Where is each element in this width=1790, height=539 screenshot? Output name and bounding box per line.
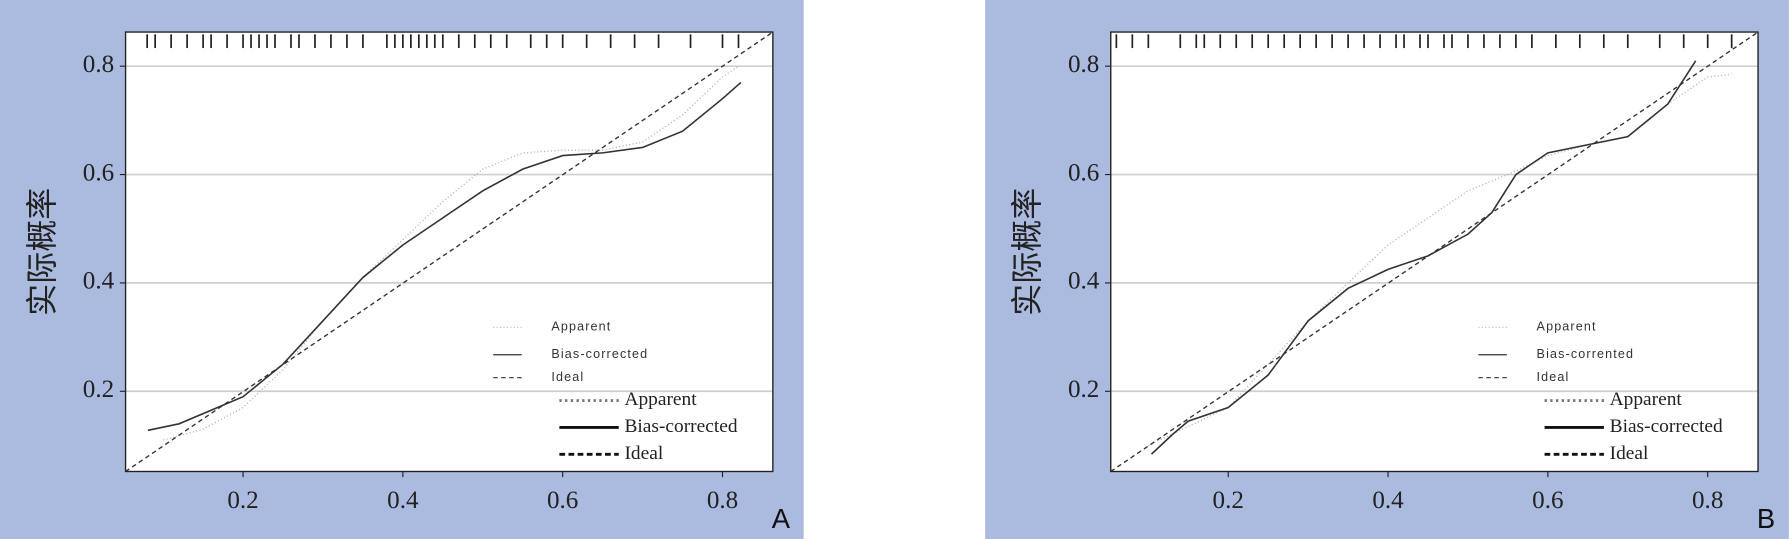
y-tick-label: 0.6: [1068, 159, 1099, 186]
legend-label: Apparent: [1610, 389, 1683, 410]
legend-label: Bias-corrected: [624, 416, 737, 437]
y-axis-label: 实际概率: [1009, 188, 1045, 316]
panel-label: A: [772, 503, 791, 534]
plot-frame: [124, 31, 774, 473]
series-line: [162, 65, 739, 441]
y-tick-label: 0.4: [83, 268, 115, 295]
series-line: [147, 81, 742, 432]
x-tick-label: 0.8: [707, 487, 738, 514]
legend-small-label: Bias-corrented: [1537, 347, 1635, 361]
series-line: [1110, 31, 1759, 473]
legend-label: Bias-corrected: [1610, 416, 1723, 437]
y-tick-label: 0.6: [83, 159, 114, 186]
y-tick-label: 0.2: [1068, 376, 1099, 403]
y-tick-label: 0.4: [1068, 268, 1100, 295]
y-axis-label: 实际概率: [24, 188, 60, 316]
x-tick-label: 0.2: [1213, 487, 1244, 514]
legend-label: Ideal: [1610, 443, 1649, 464]
legend-small-label: Apparent: [551, 320, 611, 334]
x-tick-label: 0.6: [1532, 487, 1563, 514]
x-tick-label: 0.2: [227, 487, 258, 514]
legend-small-label: Bias-corrected: [551, 347, 648, 361]
legend-label: Apparent: [624, 389, 697, 410]
y-tick-label: 0.2: [83, 376, 114, 403]
y-tick-label: 0.8: [83, 51, 114, 78]
legend-small-label: Ideal: [551, 370, 584, 384]
series-line: [125, 31, 774, 473]
x-tick-label: 0.6: [547, 487, 578, 514]
legend-small-label: Apparent: [1537, 320, 1597, 334]
panel-label: B: [1757, 503, 1775, 534]
x-tick-label: 0.4: [387, 487, 419, 514]
legend-small-label: Ideal: [1537, 370, 1570, 384]
plot-frame: [1110, 31, 1759, 473]
y-tick-label: 0.8: [1068, 51, 1099, 78]
x-tick-label: 0.8: [1692, 487, 1723, 514]
series-line: [1150, 60, 1697, 455]
legend-label: Ideal: [624, 443, 663, 464]
x-tick-label: 0.4: [1372, 487, 1404, 514]
